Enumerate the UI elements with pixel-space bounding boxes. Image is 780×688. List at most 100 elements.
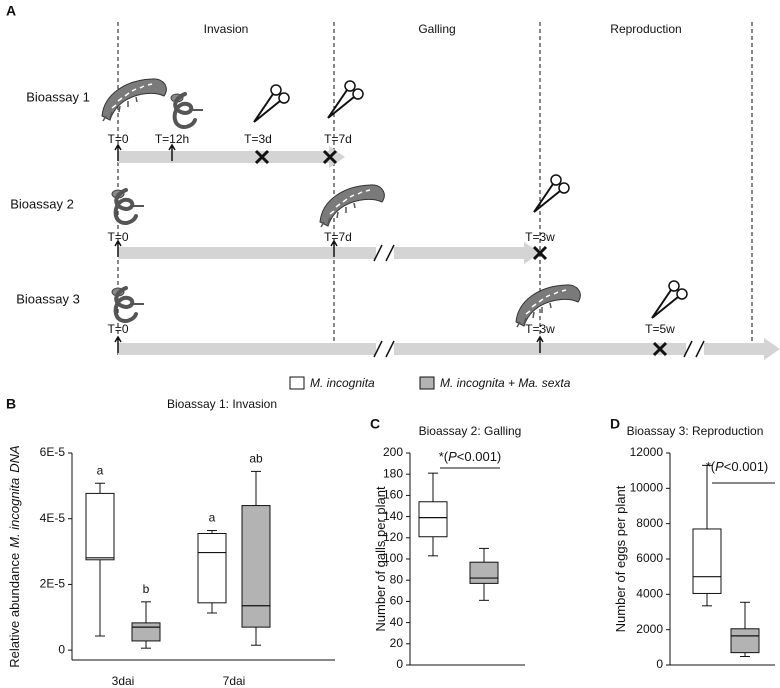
time-label: T=0: [107, 132, 128, 146]
y-tick-label: 0: [656, 657, 663, 671]
significance-part: <0.001): [724, 459, 768, 474]
y-tick-label: 4000: [636, 587, 663, 601]
significance-part: *(: [439, 449, 449, 464]
box: [692, 528, 722, 594]
significance-part: *(: [706, 459, 716, 474]
y-tick-label: 2000: [636, 622, 663, 636]
y-tick-label: 200: [383, 445, 403, 459]
legend-label: M. incognita: [310, 376, 375, 390]
scis-icon: [253, 84, 290, 123]
time-label: T=3w: [525, 230, 555, 244]
phase-label: Reproduction: [610, 22, 681, 36]
time-label: T=5w: [645, 322, 675, 336]
y-tick-label: 6E-5: [40, 445, 66, 459]
y-tick-label: 10000: [630, 481, 664, 495]
group-letter: a: [209, 511, 216, 525]
y-tick-label: 160: [383, 488, 403, 502]
y-tick-label: 60: [390, 594, 404, 608]
chart-title: Bioassay 2: Galling: [419, 424, 522, 438]
y-tick-label: 4E-5: [40, 511, 66, 525]
y-tick-label: 100: [383, 551, 403, 565]
y-tick-label: 12000: [630, 445, 664, 459]
timeline-bar: [118, 343, 766, 355]
significance-part: P: [448, 449, 457, 464]
group-letter: ab: [249, 452, 263, 466]
break-mark: [373, 340, 395, 358]
significance-label: *(P<0.001): [706, 459, 769, 474]
box: [241, 505, 271, 628]
worm-icon: [169, 92, 205, 129]
legend-swatch: [289, 376, 305, 390]
x-tick-label: 7dai: [223, 674, 246, 688]
up-arrow: [330, 239, 338, 257]
significance-part: <0.001): [457, 449, 501, 464]
timeline-head: [329, 146, 345, 168]
timeline-bar: [118, 247, 526, 259]
panel-letter: D: [610, 416, 620, 432]
box: [469, 561, 499, 584]
group-letter: a: [97, 463, 104, 477]
up-arrow: [168, 143, 176, 161]
box: [418, 501, 448, 538]
worm-icon: [110, 188, 146, 225]
chart-title: Bioassay 1: Invasion: [167, 397, 277, 411]
harvest-mark: [254, 149, 270, 165]
harvest-mark: [652, 341, 668, 357]
y-tick-label: 140: [383, 509, 403, 523]
timeline-head: [524, 242, 540, 264]
root-icon: [101, 78, 168, 122]
scis-icon: [651, 280, 688, 319]
up-arrow: [114, 239, 122, 257]
box: [730, 628, 760, 654]
panel-letter: B: [6, 396, 16, 412]
scis-icon: [327, 80, 364, 119]
timeline-bar: [118, 151, 331, 163]
x-tick-label: 3dai: [112, 674, 135, 688]
harvest-mark: [322, 149, 338, 165]
time-label: T=12h: [155, 132, 189, 146]
time-label: T=7d: [324, 132, 352, 146]
y-tick-label: 6000: [636, 551, 663, 565]
y-tick-label: 8000: [636, 516, 663, 530]
box: [131, 622, 161, 642]
time-label: T=3d: [244, 132, 272, 146]
time-label: T=3w: [525, 322, 555, 336]
bioassay-label: Bioassay 3: [16, 291, 80, 306]
y-axis-label: Relative abundance M. incognita DNA: [7, 445, 22, 667]
significance-label: *(P<0.001): [439, 449, 502, 464]
box: [85, 492, 115, 561]
chart-title: Bioassay 3: Reproduction: [627, 424, 764, 438]
scis-icon: [533, 174, 570, 213]
phase-label: Invasion: [204, 22, 249, 36]
y-tick-label: 2E-5: [40, 577, 66, 591]
y-tick-label: 180: [383, 466, 403, 480]
legend-swatch: [419, 376, 435, 390]
up-arrow: [536, 335, 544, 353]
y-axis-label: Number of galls per plant: [373, 486, 388, 632]
y-axis-label-part: Number of eggs per plant: [613, 485, 628, 632]
bioassay-label: Bioassay 2: [10, 196, 74, 211]
y-tick-label: 120: [383, 530, 403, 544]
worm-icon: [110, 286, 146, 323]
y-tick-label: 20: [390, 636, 404, 650]
y-tick-label: 0: [58, 642, 65, 656]
panel-letter: A: [6, 3, 16, 19]
y-axis-label-part: Relative abundance: [7, 553, 22, 668]
y-axis-label-part: M. incognita: [7, 478, 22, 548]
y-tick-label: 80: [390, 572, 404, 586]
group-letter: b: [143, 582, 150, 596]
time-label: T=0: [107, 322, 128, 336]
up-arrow: [114, 143, 122, 161]
harvest-mark: [532, 245, 548, 261]
bioassay-label: Bioassay 1: [26, 89, 90, 104]
break-mark: [373, 244, 395, 262]
y-tick-label: 0: [396, 657, 403, 671]
box: [197, 533, 227, 604]
y-axis-label-part: Number of galls per plant: [373, 486, 388, 632]
time-label: T=7d: [324, 230, 352, 244]
significance-part: P: [715, 459, 724, 474]
root-icon: [515, 284, 582, 328]
y-axis-label: Number of eggs per plant: [613, 485, 628, 632]
y-axis-label-part: DNA: [7, 445, 22, 472]
root-icon: [319, 184, 386, 228]
